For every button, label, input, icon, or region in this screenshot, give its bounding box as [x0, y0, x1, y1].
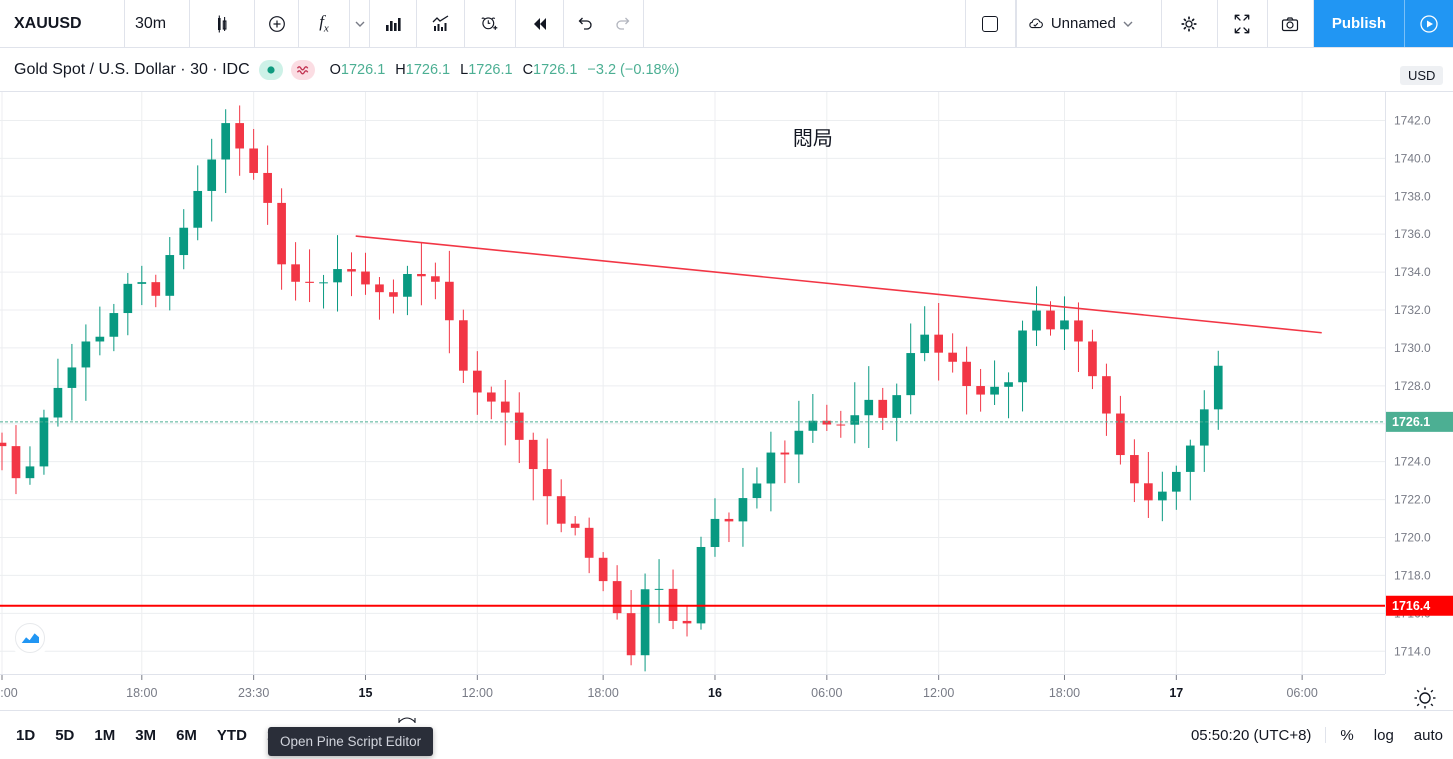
- svg-text:12:00: 12:00: [0, 686, 18, 700]
- svg-text:1742.0: 1742.0: [1394, 113, 1431, 127]
- svg-text:1738.0: 1738.0: [1394, 189, 1431, 203]
- svg-text:17: 17: [1169, 686, 1183, 700]
- svg-text:12:00: 12:00: [923, 686, 954, 700]
- svg-text:12:00: 12:00: [462, 686, 493, 700]
- svg-text:15: 15: [359, 686, 373, 700]
- svg-text:1724.0: 1724.0: [1394, 455, 1431, 469]
- svg-text:1734.0: 1734.0: [1394, 265, 1431, 279]
- svg-text:06:00: 06:00: [1286, 686, 1317, 700]
- svg-text:06:00: 06:00: [811, 686, 842, 700]
- svg-text:1718.0: 1718.0: [1394, 568, 1431, 582]
- svg-text:1722.0: 1722.0: [1394, 493, 1431, 507]
- svg-text:1720.0: 1720.0: [1394, 531, 1431, 545]
- svg-text:1728.0: 1728.0: [1394, 379, 1431, 393]
- svg-text:1736.0: 1736.0: [1394, 227, 1431, 241]
- svg-text:1732.0: 1732.0: [1394, 303, 1431, 317]
- svg-text:1730.0: 1730.0: [1394, 341, 1431, 355]
- svg-text:1714.0: 1714.0: [1394, 644, 1431, 658]
- svg-text:18:00: 18:00: [126, 686, 157, 700]
- svg-text:18:00: 18:00: [587, 686, 618, 700]
- svg-text:1740.0: 1740.0: [1394, 151, 1431, 165]
- svg-text:1726.1: 1726.1: [1392, 415, 1430, 429]
- svg-text:1716.4: 1716.4: [1392, 599, 1430, 613]
- svg-text:18:00: 18:00: [1049, 686, 1080, 700]
- svg-text:16: 16: [708, 686, 722, 700]
- svg-text:23:30: 23:30: [238, 686, 269, 700]
- svg-text:悶局: 悶局: [793, 128, 833, 150]
